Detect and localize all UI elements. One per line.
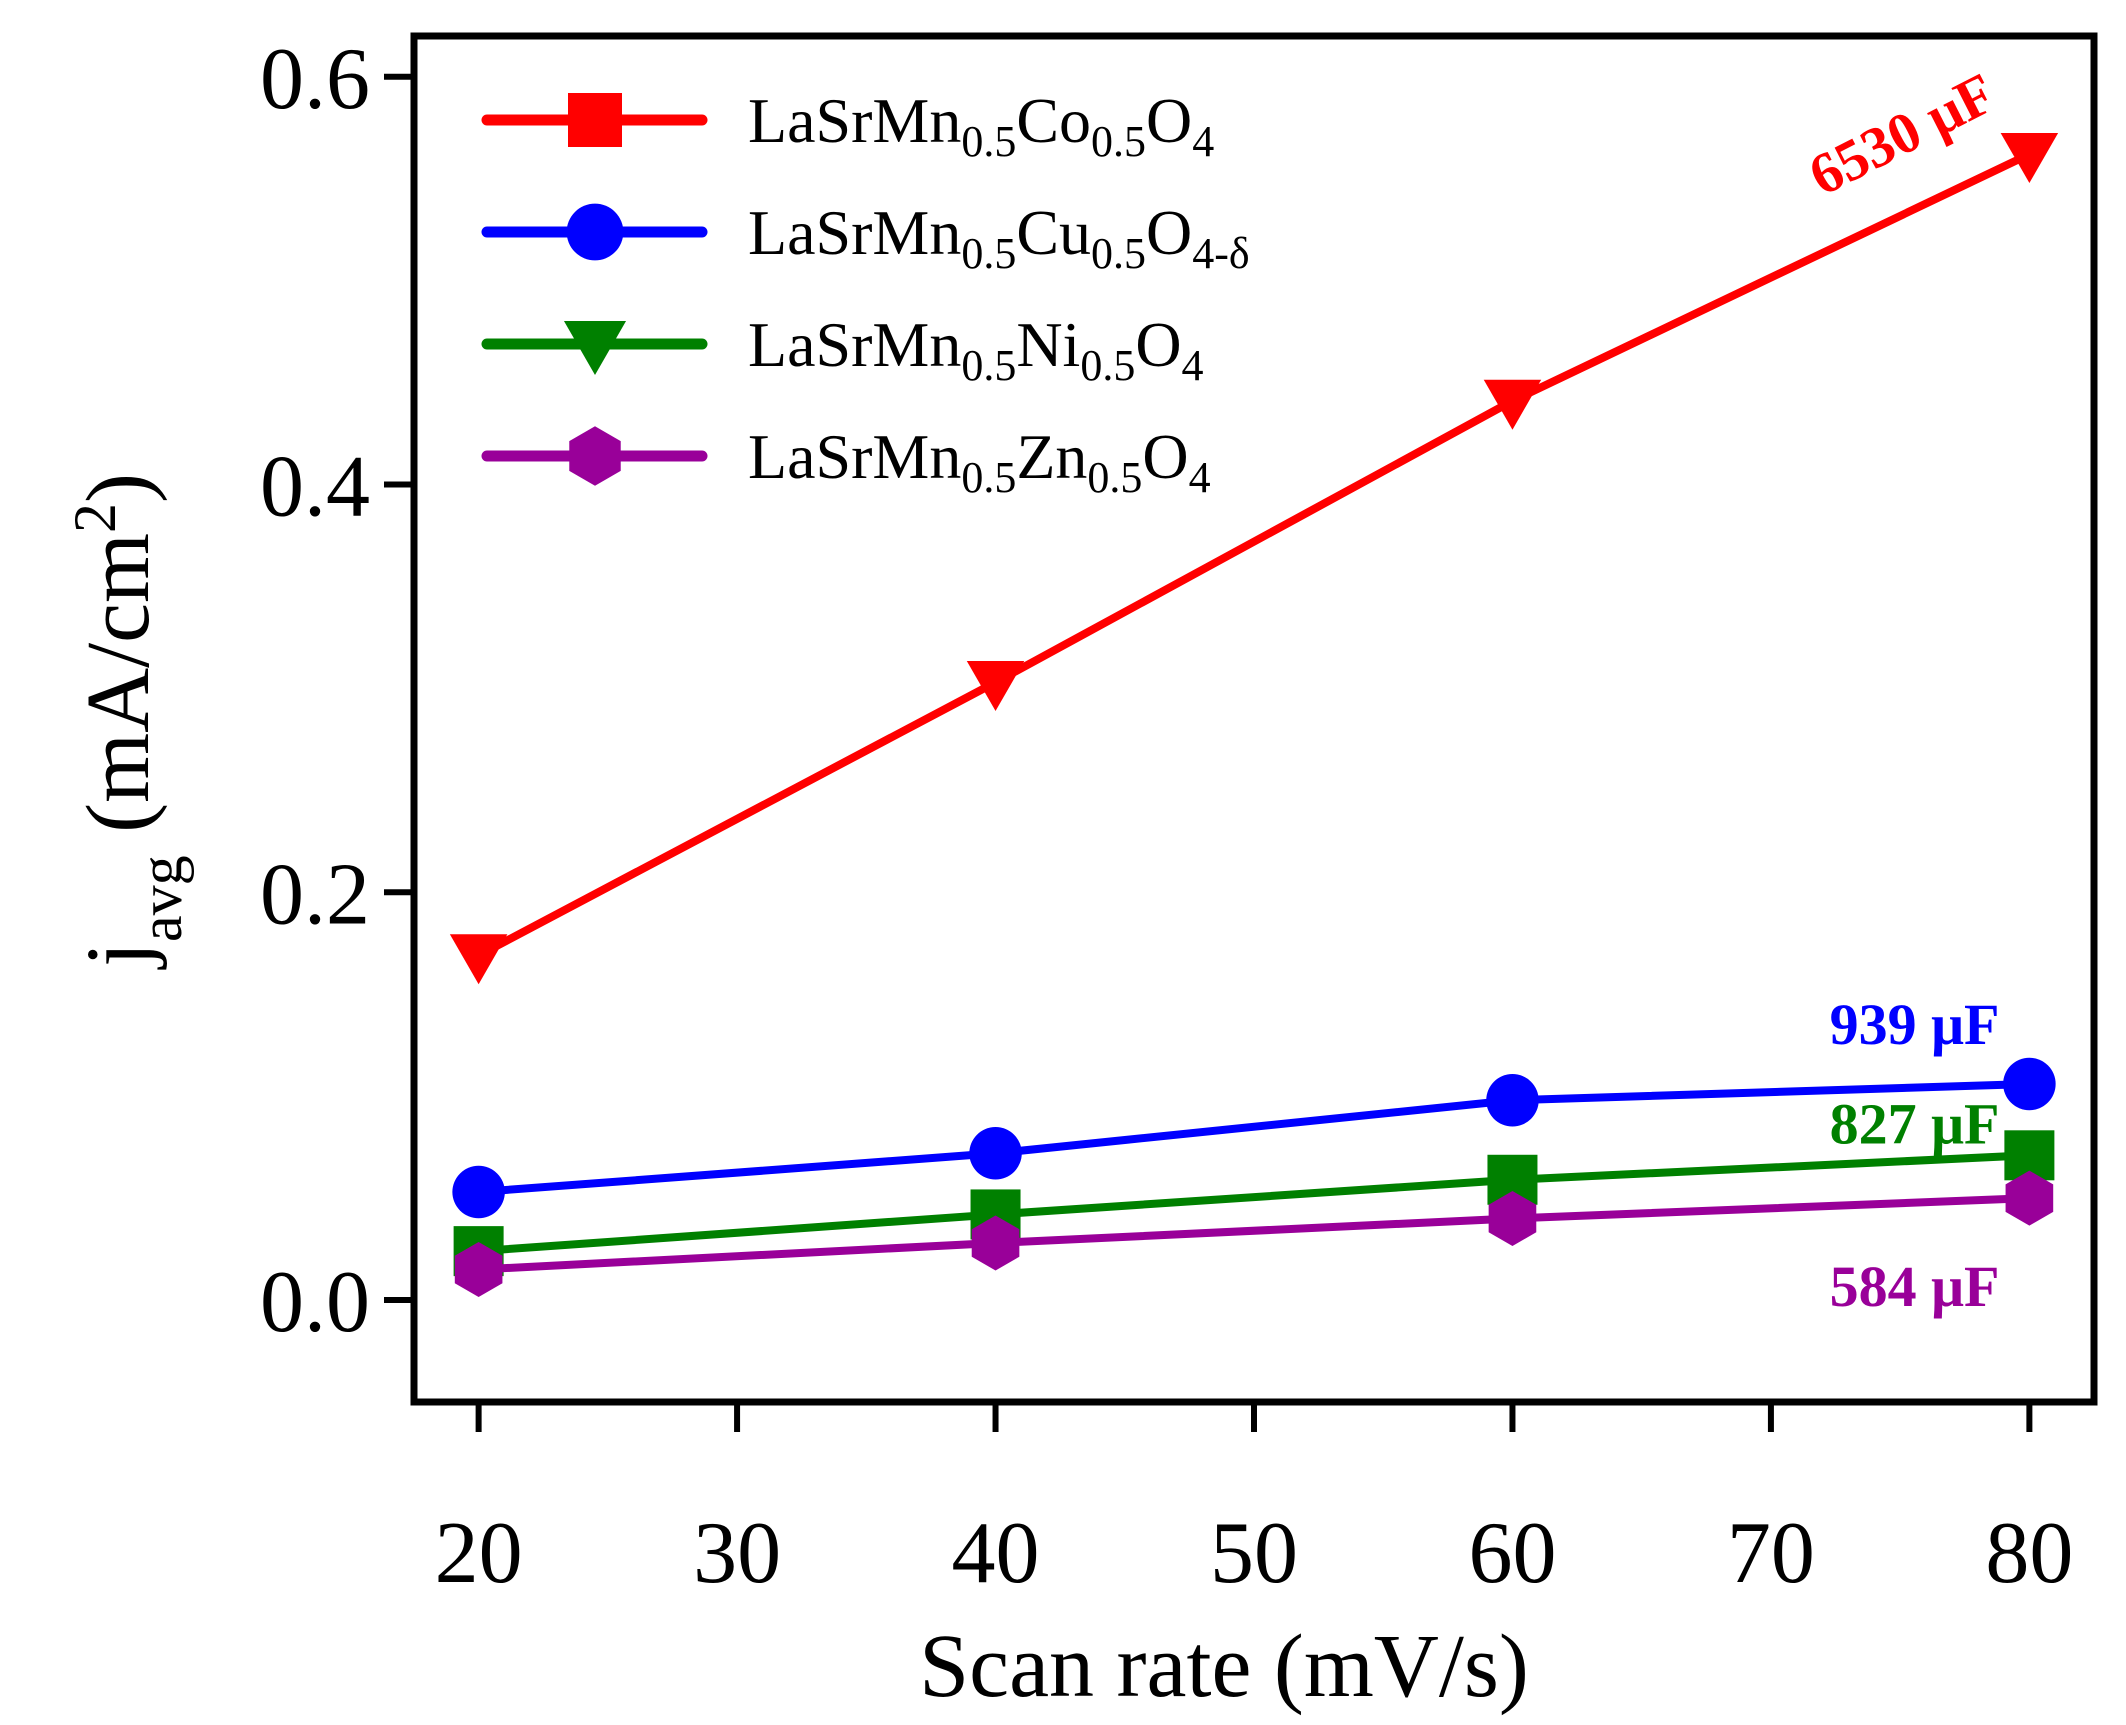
legend-marker: [563, 321, 627, 376]
series-3: 827 μF: [453, 1091, 2055, 1277]
series-4: 584 μF: [454, 1170, 2054, 1319]
series-1: 6530 μF: [449, 60, 2059, 985]
x-tick-label: 40: [952, 1505, 1040, 1602]
capacitance-label: 6530 μF: [1799, 60, 2006, 208]
data-point: [2003, 1057, 2056, 1111]
y-axis-title-units: (mA/cm: [69, 533, 168, 855]
data-point: [1483, 379, 1542, 430]
x-axis: 20 30 40 50 60 70 80: [435, 1402, 2073, 1602]
y-axis-title-sub: avg: [128, 855, 194, 942]
legend-item: LaSrMn0.5Cu0.5O4-δ: [481, 197, 1250, 278]
legend-marker: [566, 203, 624, 261]
series-line: [478, 1151, 2030, 1256]
plot-marks: 6530 μF 939 μF 827 μF 584 μF: [449, 60, 2059, 1319]
data-point: [452, 1165, 505, 1219]
data-point: [971, 1215, 1020, 1271]
legend: LaSrMn0.5Co0.5O4 LaSrMn0.5Cu0.5O4-δ LaSrMn…: [481, 85, 1250, 502]
y-axis-title-main: j: [69, 942, 168, 970]
x-tick-label: 50: [1210, 1505, 1298, 1602]
capacitance-label: 584 μF: [1830, 1254, 2000, 1319]
legend-marker: [569, 426, 621, 486]
data-point: [449, 934, 508, 985]
legend-marker: [568, 93, 622, 147]
legend-item: LaSrMn0.5Zn0.5O4: [481, 421, 1211, 502]
legend-label: LaSrMn0.5Zn0.5O4: [748, 421, 1211, 502]
y-tick-label: 0.0: [260, 1254, 370, 1351]
x-axis-title: Scan rate (mV/s): [919, 1617, 1529, 1716]
capacitance-label: 827 μF: [1830, 1091, 2000, 1156]
data-point: [2005, 1170, 2054, 1226]
legend-item: LaSrMn0.5Ni0.5O4: [481, 309, 1204, 390]
x-tick-label: 60: [1468, 1505, 1556, 1602]
data-point: [2000, 133, 2059, 184]
y-tick-label: 0.2: [260, 846, 370, 943]
x-tick-label: 30: [693, 1505, 781, 1602]
y-axis-title-sup: 2: [62, 503, 128, 533]
series-2: 939 μF: [452, 992, 2056, 1219]
y-tick-label: 0.6: [260, 31, 370, 128]
series-line: [478, 1194, 2030, 1274]
x-tick-label: 70: [1727, 1505, 1815, 1602]
data-point: [1488, 1191, 1537, 1247]
legend-item: LaSrMn0.5Co0.5O4: [481, 85, 1214, 166]
series-line: [476, 150, 2032, 960]
data-point: [966, 661, 1025, 712]
data-point: [1486, 1074, 1539, 1127]
data-point: [454, 1241, 503, 1297]
data-point: [969, 1127, 1022, 1180]
y-axis-title: javg (mA/cm2): [62, 473, 194, 970]
x-tick-label: 20: [435, 1505, 523, 1602]
legend-label: LaSrMn0.5Cu0.5O4-δ: [748, 197, 1250, 278]
y-axis: 0.0 0.2 0.4 0.6: [260, 31, 414, 1351]
legend-label: LaSrMn0.5Ni0.5O4: [748, 309, 1204, 390]
legend-label: LaSrMn0.5Co0.5O4: [748, 85, 1214, 166]
x-tick-label: 80: [1985, 1505, 2073, 1602]
series-line: [478, 1079, 2030, 1196]
y-tick-label: 0.4: [260, 439, 370, 536]
y-axis-title-close: ): [69, 473, 168, 503]
capacitance-label: 939 μF: [1830, 992, 2000, 1057]
